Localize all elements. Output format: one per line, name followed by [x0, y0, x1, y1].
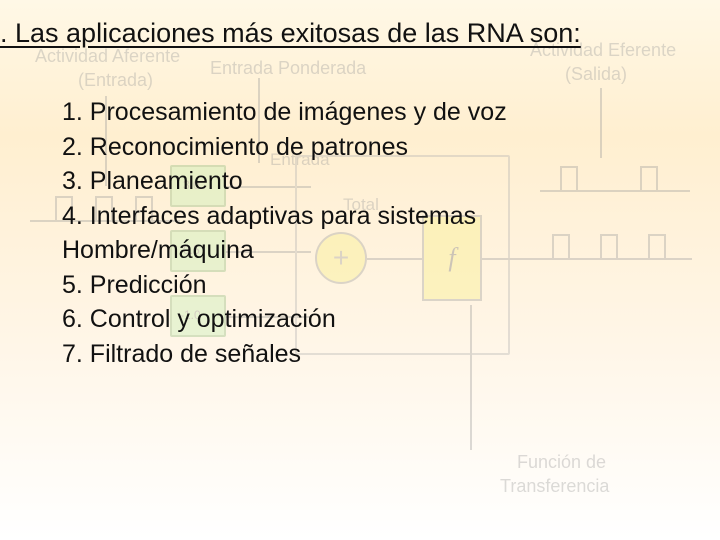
list-item: 5. Predicción — [62, 268, 714, 303]
list-item: 1. Procesamiento de imágenes y de voz — [62, 95, 714, 130]
list-item: Hombre/máquina — [62, 233, 714, 268]
list-item: 6. Control y optimización — [62, 302, 714, 337]
applications-list: 1. Procesamiento de imágenes y de voz 2.… — [62, 95, 714, 371]
list-item: 2. Reconocimiento de patrones — [62, 130, 714, 165]
slide-title: . Las aplicaciones más exitosas de las R… — [0, 18, 714, 49]
list-item: 7. Filtrado de señales — [62, 337, 714, 372]
list-item: 4. Interfaces adaptivas para sistemas — [62, 199, 714, 234]
list-item: 3. Planeamiento — [62, 164, 714, 199]
slide-content: . Las aplicaciones más exitosas de las R… — [0, 0, 720, 540]
